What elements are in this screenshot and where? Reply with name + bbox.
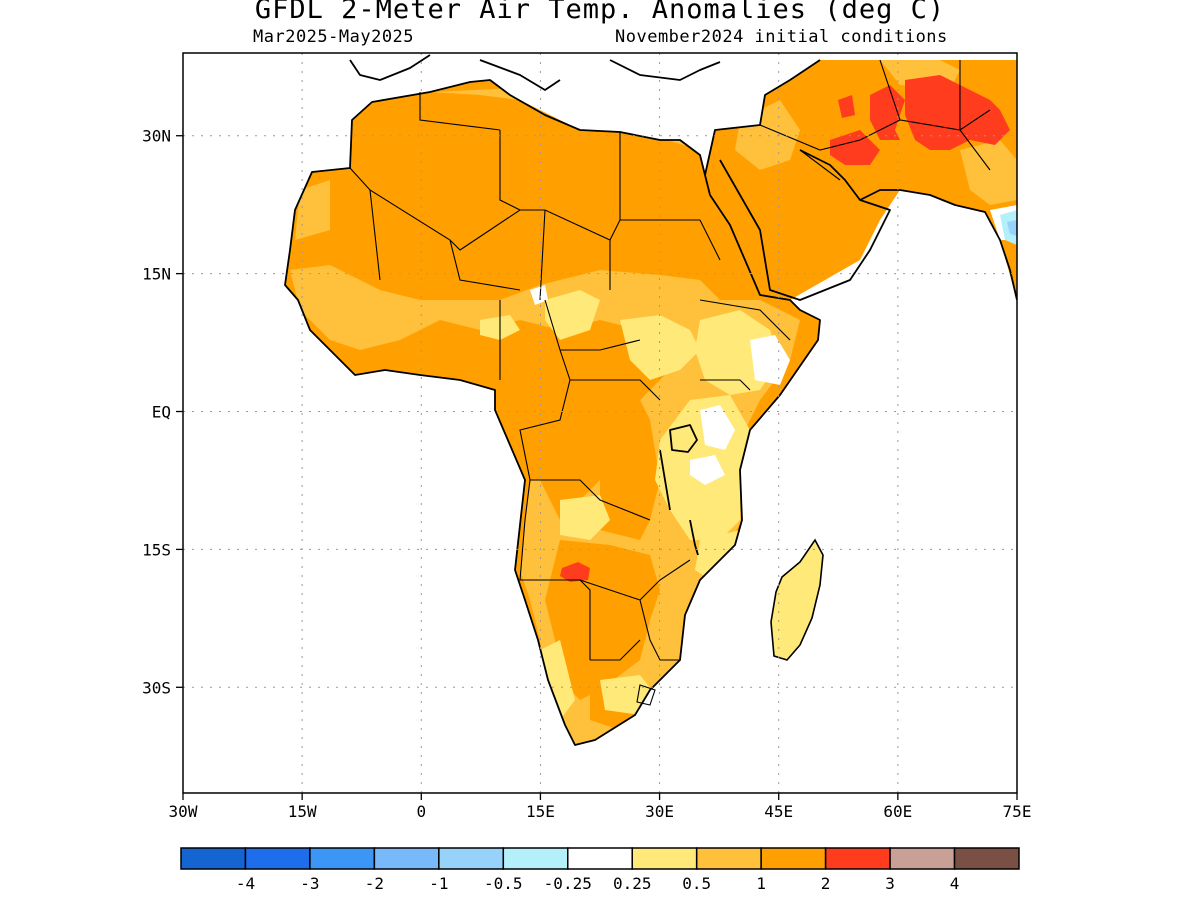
colorbar-label: -4	[236, 874, 255, 893]
lon-tick-label: 75E	[1003, 802, 1032, 821]
colorbar-swatch	[631, 847, 698, 870]
colorbar-label: 2	[821, 874, 831, 893]
lon-tick-label: 0	[416, 802, 426, 821]
colorbar-label: 0.5	[682, 874, 711, 893]
colorbar-label: 4	[950, 874, 960, 893]
coastlines	[284, 54, 1017, 746]
forecast-period: Mar2025-May2025	[253, 27, 415, 47]
colorbar-swatch	[244, 847, 311, 870]
grid-lines	[183, 53, 1017, 793]
colorbar-label: 3	[885, 874, 895, 893]
latitude-axis: 30N 15N EQ 15S 30S	[142, 127, 183, 697]
anomaly-fill-2to3	[560, 75, 1010, 582]
colorbar-swatch	[695, 847, 762, 870]
map-title: GFDL 2-Meter Air Temp. Anomalies (deg C)	[254, 0, 946, 25]
longitude-axis: 30W 15W 0 15E 30E 45E 60E 75E	[169, 793, 1032, 821]
colorbar-label: -3	[300, 874, 319, 893]
initial-conditions: November2024 initial conditions	[615, 27, 948, 47]
arabia-coastline	[704, 59, 1017, 301]
colorbar-swatch	[889, 847, 956, 870]
anomaly-fill-neg0.5	[1007, 220, 1017, 236]
lat-tick-label: 15N	[142, 265, 171, 284]
lat-tick-label: 15S	[142, 540, 171, 559]
lat-tick-label: EQ	[152, 403, 171, 422]
colorbar-swatch	[760, 847, 827, 870]
mediterranean-north-coast	[349, 54, 721, 91]
colorbar-swatch	[567, 847, 633, 870]
colorbar-label: 0.25	[613, 874, 652, 893]
colorbar-label: -2	[365, 874, 384, 893]
colorbar-swatch	[309, 847, 376, 870]
country-borders	[349, 59, 991, 706]
lon-tick-label: 60E	[883, 802, 912, 821]
lake-tanganyika	[659, 449, 671, 511]
colorbar-swatch	[373, 847, 440, 870]
africa-coastline	[284, 79, 821, 746]
lat-tick-label: 30N	[142, 127, 171, 146]
lake-malawi	[689, 519, 699, 556]
lon-tick-label: 30W	[169, 802, 198, 821]
colorbar-label: -0.25	[544, 874, 592, 893]
colorbar-swatch	[824, 847, 891, 870]
colorbar-label: 1	[756, 874, 766, 893]
lat-tick-label: 30S	[142, 678, 171, 697]
colorbar-swatch	[180, 847, 247, 870]
lon-tick-label: 15W	[288, 802, 317, 821]
madagascar-outline	[770, 538, 824, 661]
colorbar-swatch	[502, 847, 569, 870]
colorbar: -4 -3 -2 -1 -0.5 -0.25 0.25 0.5 1 2 3 4	[180, 847, 1020, 893]
lon-tick-label: 45E	[764, 802, 793, 821]
lake-victoria	[669, 424, 698, 453]
colorbar-label: -1	[429, 874, 448, 893]
map-frame	[182, 52, 1018, 794]
lon-tick-label: 15E	[526, 802, 555, 821]
colorbar-swatch	[953, 847, 1020, 870]
colorbar-label: -0.5	[484, 874, 523, 893]
lon-tick-label: 30E	[645, 802, 674, 821]
colorbar-swatch	[438, 847, 505, 870]
